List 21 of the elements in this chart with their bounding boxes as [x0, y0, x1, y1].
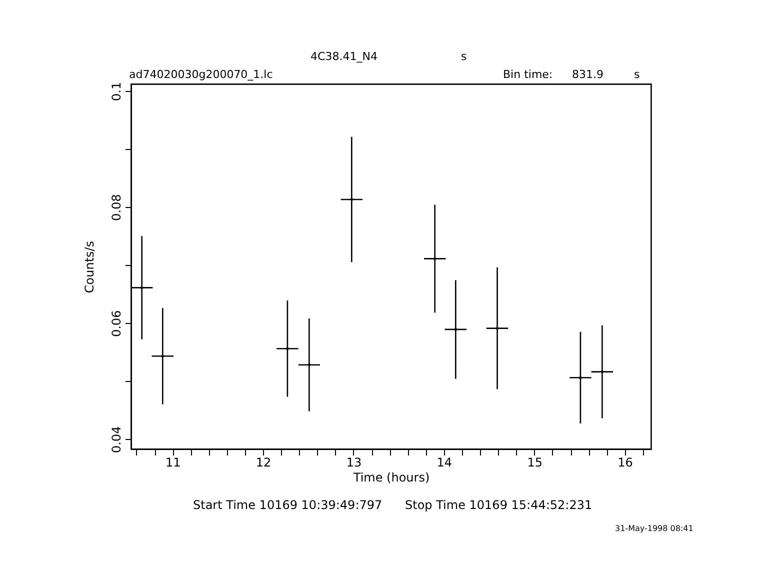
chart-title: 4C38.41_N4 [310, 50, 378, 63]
x-tick-label: 14 [436, 456, 452, 470]
text: Stop Time 10169 15:44:52:231 [405, 498, 592, 512]
y-tick-label: 0.08 [110, 194, 124, 221]
text: s [461, 50, 467, 63]
x-axis-title: Time (hours) [352, 470, 430, 484]
y-tick-label: 0.06 [110, 310, 124, 337]
x-tick-label: 13 [346, 456, 362, 470]
x-tick-label: 12 [256, 456, 272, 470]
y-axis-title: Counts/s [82, 240, 96, 294]
x-tick-label: 16 [618, 456, 633, 470]
text: Start Time 10169 10:39:49:797 [193, 498, 382, 512]
text: s [634, 68, 640, 81]
y-tick-label: 0.04 [110, 426, 124, 453]
text: 831.9 [572, 68, 604, 81]
x-tick-label: 15 [527, 456, 542, 470]
text: ad74020030g200070_1.lc [129, 68, 273, 81]
text: 31-May-1998 08:41 [615, 524, 694, 533]
y-tick-label: 0.1 [110, 82, 124, 102]
text: Bin time: [503, 68, 553, 81]
x-tick-label: 11 [165, 456, 181, 470]
